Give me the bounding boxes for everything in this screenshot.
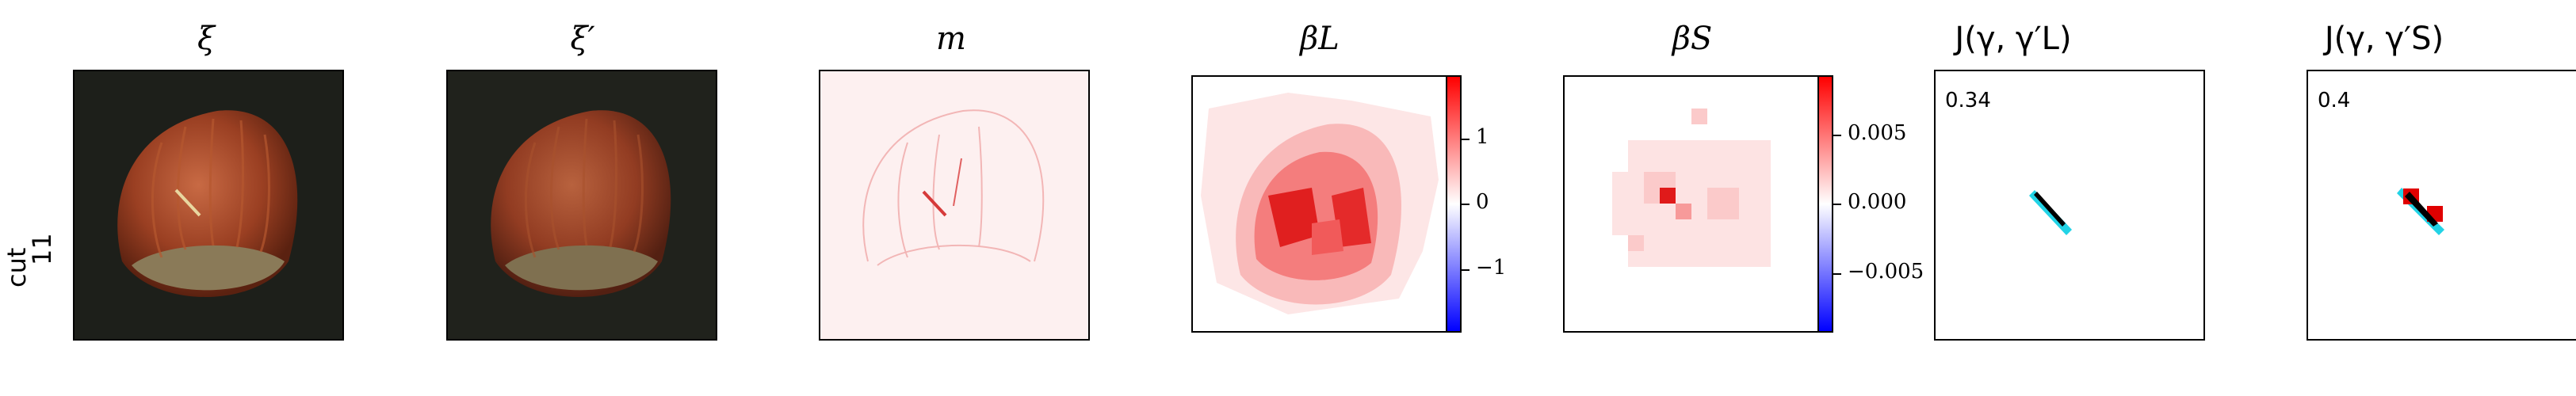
colorbar-l-tick-1: 1 xyxy=(1476,125,1489,149)
tick-mark xyxy=(1833,204,1841,205)
tick-mark xyxy=(1462,269,1470,271)
beta-s-heatmap xyxy=(1612,109,1771,267)
image-j-s: 0.4 xyxy=(2307,70,2576,341)
score-j-l: 0.34 xyxy=(1945,89,1991,112)
colorbar-l-tick-neg1: −1 xyxy=(1476,256,1507,280)
title-j-l: J(γ, γ′L) xyxy=(1955,21,2072,57)
colorbar-beta-s xyxy=(1817,75,1833,333)
image-j-l: 0.34 xyxy=(1934,70,2205,341)
title-xi: ξ xyxy=(197,21,216,57)
overlap-map-s xyxy=(2397,188,2444,235)
colorbar-l-tick-0: 0 xyxy=(1476,190,1489,214)
colorbar-s-tick-pos: 0.005 xyxy=(1848,121,1907,145)
difference-map xyxy=(862,109,1045,266)
title-m: m xyxy=(936,21,966,57)
colorbar-s-tick-neg: −0.005 xyxy=(1848,260,1924,284)
tick-mark xyxy=(1462,204,1470,205)
tick-mark xyxy=(1833,135,1841,136)
tick-mark xyxy=(1462,139,1470,140)
colorbar-s-tick-zero: 0.000 xyxy=(1848,190,1907,214)
hazelnut-image-reconstructed xyxy=(491,110,671,297)
title-beta-l: βL xyxy=(1300,21,1340,57)
overlap-map-l xyxy=(2029,190,2072,235)
image-m xyxy=(819,70,1090,341)
hazelnut-image xyxy=(117,110,298,297)
title-j-s: J(γ, γ′S) xyxy=(2324,21,2444,57)
image-beta-s xyxy=(1563,75,1825,333)
title-xi-prime: ξ′ xyxy=(570,21,595,57)
beta-l-heatmap xyxy=(1193,77,1451,331)
title-beta-s: βS xyxy=(1672,21,1713,57)
image-xi xyxy=(73,70,344,341)
colorbar-beta-l xyxy=(1446,75,1462,333)
image-xi-prime xyxy=(446,70,717,341)
row-label-line-2: 11 xyxy=(27,233,57,265)
tick-mark xyxy=(1833,273,1841,275)
score-j-s: 0.4 xyxy=(2318,89,2351,112)
row-label: cut 11 xyxy=(0,186,57,289)
image-beta-l xyxy=(1191,75,1453,333)
